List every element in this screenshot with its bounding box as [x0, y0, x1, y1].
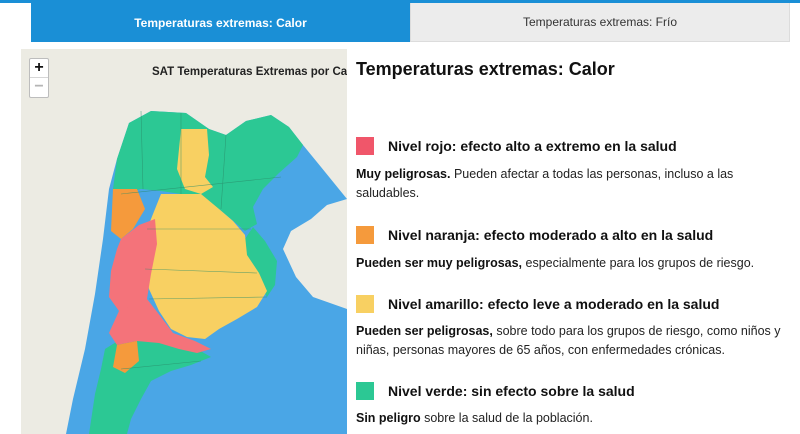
tab-frio[interactable]: Temperaturas extremas: Frío: [410, 3, 790, 42]
land-uruguay-brazil: [283, 199, 347, 309]
map-canvas[interactable]: [21, 49, 347, 434]
page-title: Temperaturas extremas: Calor: [356, 59, 615, 79]
level-green-bold: Sin peligro: [356, 411, 421, 425]
level-yellow-bold: Pueden ser peligrosas,: [356, 324, 493, 338]
level-red-title: Nivel rojo: efecto alto a extremo en la …: [388, 138, 677, 154]
zone-yellow-center: [143, 194, 267, 339]
zoom-in-button[interactable]: +: [30, 59, 48, 78]
top-accent-bar: [0, 0, 800, 3]
level-yellow-description: Pueden ser peligrosas, sobre todo para l…: [356, 322, 796, 360]
zone-orange-south: [113, 341, 139, 373]
zoom-out-button[interactable]: −: [34, 78, 44, 95]
level-yellow-title: Nivel amarillo: efecto leve a moderado e…: [388, 296, 720, 312]
zone-yellow-north: [177, 129, 213, 194]
heat-alert-map[interactable]: SAT Temperaturas Extremas por Calor + −: [21, 49, 347, 434]
map-title: SAT Temperaturas Extremas por Calor: [152, 66, 347, 78]
level-red: Nivel rojo: efecto alto a extremo en la …: [356, 137, 677, 155]
province-borders: [120, 110, 282, 370]
tab-bar: Temperaturas extremas: Calor Temperatura…: [31, 3, 790, 42]
zone-red-patagonia: [109, 299, 211, 353]
level-orange-description: Pueden ser muy peligrosas, especialmente…: [356, 254, 796, 273]
zone-green-north: [113, 111, 303, 231]
yellow-swatch: [356, 295, 374, 313]
level-orange-bold: Pueden ser muy peligrosas,: [356, 256, 523, 270]
orange-swatch: [356, 226, 374, 244]
zone-orange-west: [111, 189, 145, 239]
level-red-text: Pueden afectar a todas las personas, inc…: [356, 167, 734, 200]
level-orange-title: Nivel naranja: efecto moderado a alto en…: [388, 227, 714, 243]
level-green-title: Nivel verde: sin efecto sobre la salud: [388, 383, 635, 399]
level-orange: Nivel naranja: efecto moderado a alto en…: [356, 226, 713, 244]
legend-panel: Temperaturas extremas: Calor Nivel rojo:…: [356, 59, 796, 425]
zone-red-cuyo: [109, 219, 157, 311]
level-green-text: sobre la salud de la población.: [420, 411, 593, 425]
level-green: Nivel verde: sin efecto sobre la salud: [356, 382, 635, 400]
level-red-description: Muy peligrosas. Pueden afectar a todas l…: [356, 165, 796, 203]
green-swatch: [356, 382, 374, 400]
zone-green-east: [241, 227, 277, 297]
zoom-control: + −: [29, 58, 49, 98]
level-red-bold: Muy peligrosas.: [356, 167, 451, 181]
level-yellow: Nivel amarillo: efecto leve a moderado e…: [356, 295, 719, 313]
tab-calor[interactable]: Temperaturas extremas: Calor: [31, 3, 410, 42]
level-yellow-text: sobre todo para los grupos de riesgo, co…: [356, 324, 781, 357]
land-chile-bolivia: [21, 49, 347, 434]
level-green-description: Sin peligro sobre la salud de la poblaci…: [356, 409, 796, 428]
red-swatch: [356, 137, 374, 155]
level-orange-text: especialmente para los grupos de riesgo.: [522, 256, 755, 270]
